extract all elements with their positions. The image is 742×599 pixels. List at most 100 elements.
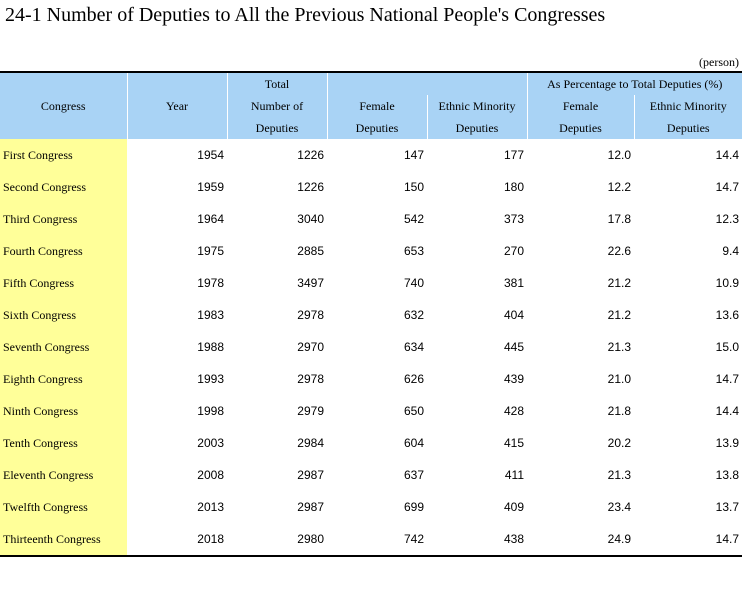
cell-female: 650: [403, 404, 424, 418]
table-row: Thirteenth Congress 2018 2980 742 438 24.9 14.…: [0, 523, 742, 557]
cell-congress: Seventh Congress: [0, 331, 127, 363]
cell-female: 150: [403, 180, 424, 194]
cell-pct-female: 21.8: [607, 404, 631, 418]
cell-ethnic: 180: [503, 180, 524, 194]
cell-total: 2987: [297, 468, 324, 482]
cell-year: 1959: [197, 180, 224, 194]
cell-pct-ethnic: 14.7: [634, 523, 742, 557]
cell-female: 604: [403, 436, 424, 450]
cell-year: 2008: [197, 468, 224, 482]
table-header: Congress Year Total As Percentage to Tot…: [0, 71, 742, 139]
header-total-line2: Number of: [226, 95, 327, 117]
cell-year: 1983: [197, 308, 224, 322]
cell-congress: Tenth Congress: [0, 427, 127, 459]
header-female: Female Deputies: [326, 95, 427, 139]
cell-year: 2013: [197, 500, 224, 514]
table-row: Third Congress 1964 3040 542 373 17.8 12.3: [0, 203, 742, 235]
cell-year: 1998: [197, 404, 224, 418]
cell-congress: Ninth Congress: [0, 395, 127, 427]
cell-ethnic: 438: [427, 523, 527, 557]
cell-pct-ethnic: 14.4: [715, 404, 739, 418]
cell-female: 637: [403, 468, 424, 482]
cell-congress: Second Congress: [0, 171, 127, 203]
table-row: Eleventh Congress 2008 2987 637 411 21.3 13.8: [0, 459, 742, 491]
header-pct-ethnic: Ethnic Minority Deputies: [633, 95, 742, 139]
table-body: First Congress 1954 1226 147 177 12.0 14.4 Seco…: [0, 139, 742, 557]
cell-ethnic: 445: [503, 340, 524, 354]
cell-total: 2978: [297, 308, 324, 322]
cell-pct-female: 12.0: [607, 148, 631, 162]
cell-pct-female: 23.4: [607, 500, 631, 514]
cell-pct-ethnic: 13.7: [715, 500, 739, 514]
cell-female: 626: [403, 372, 424, 386]
cell-ethnic: 439: [503, 372, 524, 386]
cell-ethnic: 415: [503, 436, 524, 450]
cell-total: 2885: [297, 244, 324, 258]
cell-female: 542: [403, 212, 424, 226]
table-row: Sixth Congress 1983 2978 632 404 21.2 13.6: [0, 299, 742, 331]
cell-pct-female: 22.6: [607, 244, 631, 258]
table-row: Eighth Congress 1993 2978 626 439 21.0 14.7: [0, 363, 742, 395]
cell-female: 634: [403, 340, 424, 354]
cell-congress: First Congress: [0, 139, 127, 171]
cell-ethnic: 373: [503, 212, 524, 226]
cell-total: 2978: [297, 372, 324, 386]
cell-ethnic: 270: [503, 244, 524, 258]
cell-female: 742: [327, 523, 427, 557]
cell-pct-female: 21.0: [607, 372, 631, 386]
cell-pct-ethnic: 14.7: [715, 372, 739, 386]
header-total-line1: Total: [226, 71, 327, 95]
cell-ethnic: 428: [503, 404, 524, 418]
cell-year: 1988: [197, 340, 224, 354]
table-row: Ninth Congress 1998 2979 650 428 21.8 14.4: [0, 395, 742, 427]
cell-pct-female: 21.2: [607, 308, 631, 322]
cell-year: 1964: [197, 212, 224, 226]
cell-pct-female: 20.2: [607, 436, 631, 450]
cell-ethnic: 177: [503, 148, 524, 162]
header-congress: Congress: [0, 71, 127, 139]
cell-total: 2979: [297, 404, 324, 418]
cell-pct-female: 21.2: [607, 276, 631, 290]
cell-pct-ethnic: 13.8: [715, 468, 739, 482]
cell-pct-ethnic: 12.3: [715, 212, 739, 226]
cell-pct-ethnic: 13.9: [715, 436, 739, 450]
cell-congress: Twelfth Congress: [0, 491, 127, 523]
cell-pct-female: 21.3: [607, 468, 631, 482]
cell-congress: Eighth Congress: [0, 363, 127, 395]
cell-congress: Sixth Congress: [0, 299, 127, 331]
header-year: Year: [126, 71, 227, 139]
cell-pct-ethnic: 15.0: [715, 340, 739, 354]
cell-female: 653: [403, 244, 424, 258]
cell-year: 1954: [197, 148, 224, 162]
cell-total: 1226: [297, 180, 324, 194]
cell-year: 1978: [197, 276, 224, 290]
table-row: Seventh Congress 1988 2970 634 445 21.3 15.0: [0, 331, 742, 363]
cell-year: 1975: [197, 244, 224, 258]
cell-ethnic: 411: [504, 468, 524, 482]
header-pct-female: Female Deputies: [526, 95, 634, 139]
cell-female: 740: [403, 276, 424, 290]
cell-pct-ethnic: 10.9: [715, 276, 739, 290]
cell-ethnic: 404: [503, 308, 524, 322]
table-row: Twelfth Congress 2013 2987 699 409 23.4 13.7: [0, 491, 742, 523]
header-total-line3: Deputies: [226, 117, 327, 139]
cell-total: 3040: [297, 212, 324, 226]
table-row: Second Congress 1959 1226 150 180 12.2 14.7: [0, 171, 742, 203]
cell-pct-ethnic: 14.4: [715, 148, 739, 162]
page-title: 24-1 Number of Deputies to All the Previ…: [5, 4, 606, 26]
table-row: Fifth Congress 1978 3497 740 381 21.2 10.9: [0, 267, 742, 299]
cell-total: 1226: [297, 148, 324, 162]
cell-pct-female: 24.9: [527, 523, 634, 557]
header-pct-group: As Percentage to Total Deputies (%): [526, 71, 742, 95]
cell-total: 2987: [297, 500, 324, 514]
cell-pct-female: 12.2: [607, 180, 631, 194]
header-blank-group: [326, 71, 527, 95]
deputies-table: Congress Year Total As Percentage to Tot…: [0, 71, 742, 557]
cell-pct-female: 21.3: [607, 340, 631, 354]
cell-congress: Fifth Congress: [0, 267, 127, 299]
cell-congress: Third Congress: [0, 203, 127, 235]
table-row: Fourth Congress 1975 2885 653 270 22.6 9.4: [0, 235, 742, 267]
cell-year: 2018: [127, 523, 227, 557]
cell-pct-female: 17.8: [607, 212, 631, 226]
cell-total: 2980: [227, 523, 327, 557]
